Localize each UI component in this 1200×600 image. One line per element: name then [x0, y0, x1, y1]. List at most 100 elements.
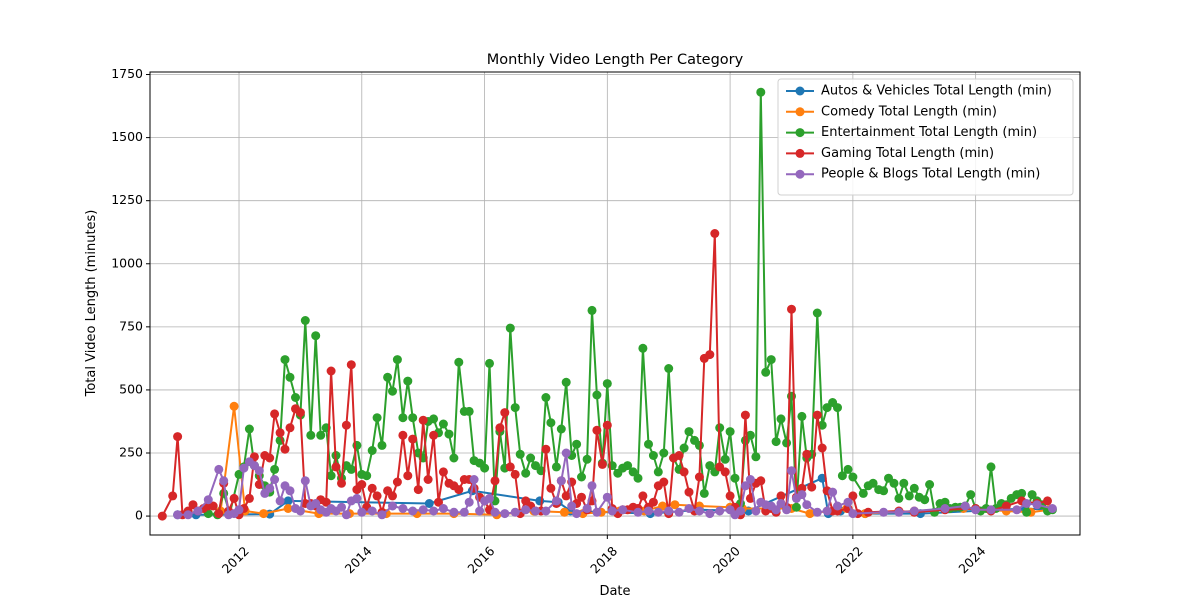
- data-point: [331, 462, 341, 472]
- data-point: [812, 410, 822, 420]
- data-point: [306, 430, 316, 440]
- data-point: [438, 504, 448, 513]
- data-point: [771, 437, 781, 447]
- data-point: [490, 507, 500, 517]
- data-point: [648, 451, 658, 460]
- data-point: [157, 511, 167, 521]
- data-point: [971, 505, 981, 515]
- data-point: [459, 507, 469, 517]
- data-point: [559, 507, 569, 517]
- legend-marker: [795, 128, 805, 138]
- legend: Autos & Vehicles Total Length (min) Comed…: [777, 78, 1074, 196]
- data-point: [424, 499, 434, 508]
- data-point: [879, 507, 889, 517]
- data-point: [592, 390, 602, 400]
- data-point: [485, 358, 494, 368]
- data-point: [495, 423, 505, 433]
- data-point: [454, 357, 464, 367]
- data-point: [352, 440, 362, 450]
- data-point: [909, 506, 919, 516]
- data-point: [694, 506, 704, 516]
- data-point: [638, 491, 648, 501]
- data-point: [434, 497, 443, 507]
- data-point: [203, 495, 213, 505]
- legend-item: People & Blogs Total Length (min): [786, 167, 1040, 182]
- legend-label: Gaming Total Length (min): [821, 146, 994, 161]
- data-point: [644, 506, 653, 516]
- data-point: [561, 377, 571, 387]
- data-point: [367, 446, 377, 455]
- data-point: [740, 410, 750, 420]
- data-point: [372, 413, 382, 423]
- data-point: [551, 462, 561, 472]
- legend-item: Comedy Total Length (min): [786, 104, 997, 119]
- data-point: [572, 509, 582, 519]
- data-point: [1047, 504, 1057, 513]
- plot-area: [157, 87, 1057, 521]
- data-point: [1032, 500, 1042, 510]
- data-point: [341, 510, 351, 520]
- data-point: [234, 505, 244, 515]
- data-point: [480, 463, 490, 473]
- data-point: [761, 367, 771, 377]
- data-point: [295, 506, 305, 516]
- data-point: [270, 475, 280, 484]
- data-point: [311, 499, 321, 508]
- data-point: [398, 430, 408, 440]
- data-point: [756, 87, 766, 97]
- data-point: [633, 473, 643, 483]
- data-point: [745, 475, 755, 484]
- y-tick-label: 1000: [111, 255, 143, 270]
- data-point: [812, 308, 822, 318]
- data-point: [500, 408, 510, 418]
- data-point: [464, 497, 474, 507]
- legend-marker: [795, 148, 805, 158]
- data-point: [653, 467, 663, 477]
- data-point: [469, 475, 479, 484]
- data-point: [259, 509, 269, 519]
- data-point: [776, 491, 786, 501]
- data-point: [674, 507, 684, 517]
- data-point: [392, 477, 402, 487]
- data-point: [188, 500, 198, 510]
- legend-marker: [795, 169, 805, 179]
- data-point: [797, 490, 807, 500]
- data-point: [628, 467, 638, 477]
- data-point: [280, 355, 290, 365]
- data-point: [828, 487, 838, 497]
- data-point: [858, 488, 868, 498]
- data-point: [802, 500, 812, 510]
- data-point: [843, 497, 853, 507]
- data-point: [283, 496, 293, 506]
- data-point: [398, 413, 408, 423]
- data-point: [572, 439, 582, 449]
- data-point: [725, 427, 735, 437]
- data-point: [449, 453, 459, 463]
- data-point: [341, 420, 351, 430]
- y-tick-label: 500: [119, 381, 143, 396]
- data-point: [664, 364, 674, 373]
- data-point: [398, 504, 408, 513]
- data-point: [787, 466, 796, 476]
- data-point: [909, 483, 919, 493]
- data-point: [392, 355, 402, 365]
- x-axis-label: Date: [599, 584, 630, 599]
- legend-item: Autos & Vehicles Total Length (min): [786, 84, 1052, 99]
- data-point: [418, 505, 428, 515]
- data-point: [561, 491, 571, 501]
- data-point: [168, 491, 178, 501]
- data-point: [449, 507, 459, 517]
- data-point: [658, 501, 668, 511]
- data-point: [357, 507, 367, 517]
- data-point: [377, 510, 387, 520]
- data-point: [694, 472, 704, 482]
- data-point: [720, 454, 730, 464]
- data-point: [659, 477, 669, 487]
- data-point: [183, 510, 193, 520]
- data-point: [791, 502, 801, 512]
- data-point: [623, 461, 633, 471]
- data-point: [295, 408, 305, 418]
- data-point: [388, 491, 397, 501]
- data-point: [577, 492, 586, 502]
- data-point: [239, 463, 249, 473]
